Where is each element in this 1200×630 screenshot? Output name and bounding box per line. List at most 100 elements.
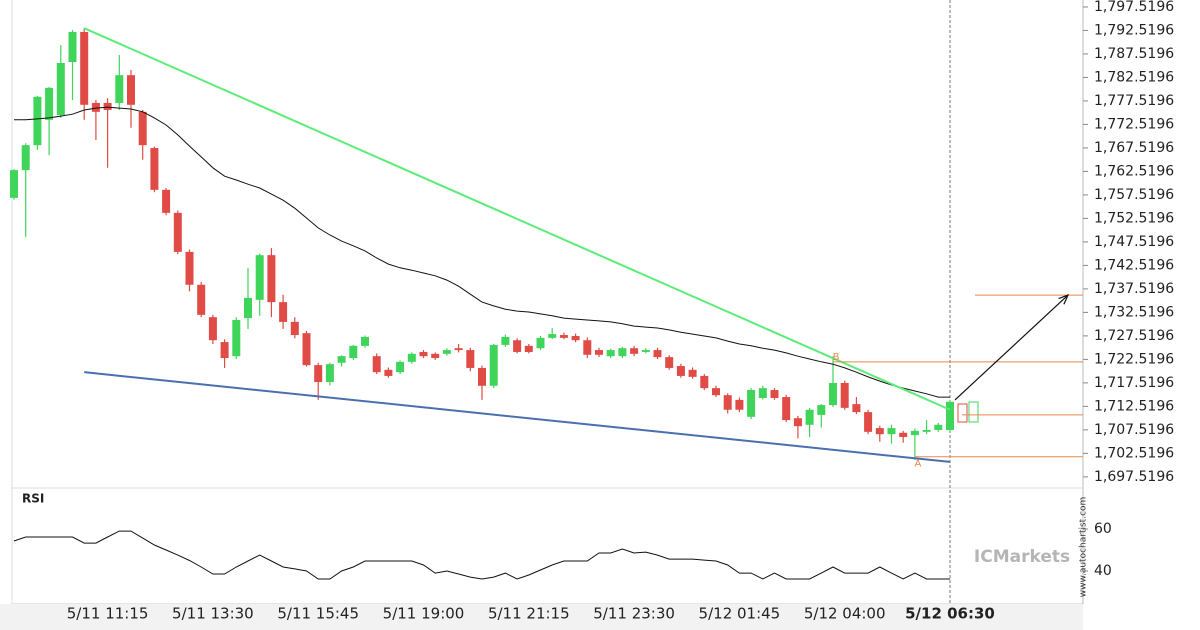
trendline (84, 371, 951, 463)
x-tick-label: 5/11 11:15 (67, 605, 149, 623)
candle-body (407, 353, 416, 362)
candle-body (688, 369, 697, 377)
candle-body (138, 111, 147, 146)
candle-body (21, 145, 30, 171)
rsi-title: RSI (22, 492, 44, 506)
y-tick-label: 1,702.5196 (1094, 445, 1174, 461)
pattern-point-label: B (833, 352, 840, 363)
rsi-line (13, 530, 950, 580)
x-tick-label: 5/12 06:30 (905, 605, 995, 623)
y-tick-label: 1,742.5196 (1094, 257, 1174, 273)
forecast-arrow (954, 294, 1069, 401)
y-tick-label: 1,697.5196 (1094, 469, 1174, 485)
candle-body (934, 424, 943, 430)
y-tick-label: 1,707.5196 (1094, 422, 1174, 438)
candle-body (653, 350, 662, 358)
candle-body (220, 342, 229, 359)
y-tick-label: 1,772.5196 (1094, 116, 1174, 132)
y-tick-label: 1,717.5196 (1094, 375, 1174, 391)
candle-body (735, 399, 744, 410)
candle-body (501, 336, 510, 345)
candle-body (887, 428, 896, 435)
candle-body (431, 353, 440, 359)
y-tick-label: 1,777.5196 (1094, 93, 1174, 109)
candle-body (840, 382, 849, 408)
candle-body (232, 320, 241, 357)
candle-body (208, 317, 217, 341)
y-tick-label: 1,732.5196 (1094, 304, 1174, 320)
candle-body (150, 148, 159, 190)
candle-body (68, 31, 77, 63)
x-tick-label: 5/11 13:30 (172, 605, 254, 623)
candle-body (314, 365, 323, 383)
candle-body (606, 350, 615, 357)
y-tick-label: 1,797.5196 (1094, 0, 1174, 15)
candle-body (676, 366, 685, 376)
candle-body (712, 388, 720, 396)
y-tick-label: 1,792.5196 (1094, 22, 1174, 38)
candle-body (910, 430, 919, 436)
forecast-arrow-head (1058, 294, 1070, 305)
candle-body (337, 356, 346, 363)
candle-body (583, 340, 592, 355)
candle-body (197, 284, 206, 315)
candle-body (255, 255, 264, 300)
candle-body (162, 189, 171, 213)
candle-body (770, 390, 779, 399)
candle-body (173, 212, 182, 252)
candle-body (244, 297, 252, 319)
candle-body (817, 405, 826, 415)
candle-body (899, 432, 908, 438)
y-tick-label: 1,737.5196 (1094, 281, 1174, 297)
candle-body (478, 367, 486, 386)
candle-body (875, 428, 884, 435)
candle-body (45, 87, 54, 120)
moving-average (14, 106, 950, 398)
candle-body (302, 333, 311, 366)
candle-body (630, 348, 639, 354)
candle-body (361, 336, 369, 346)
x-tick-label: 5/11 23:30 (593, 605, 675, 623)
candle-body (454, 348, 463, 351)
y-tick-label: 1,757.5196 (1094, 187, 1174, 203)
y-tick-label: 1,752.5196 (1094, 210, 1174, 226)
candle-body (700, 375, 709, 389)
brand-logo: ICMarkets (974, 547, 1070, 567)
candle-body (10, 170, 18, 198)
x-tick-label: 5/11 21:15 (488, 605, 570, 623)
candle-body (290, 321, 299, 336)
y-tick-label: 1,722.5196 (1094, 351, 1174, 367)
candle-body (127, 75, 135, 105)
candle-body (641, 350, 650, 352)
candle-body (571, 335, 580, 341)
candle-body (618, 348, 627, 357)
candle-body (805, 409, 814, 425)
trendline (83, 27, 951, 411)
candle-body (419, 351, 428, 357)
candle-body (829, 382, 837, 406)
candle-body (559, 335, 568, 338)
candle-body (747, 390, 756, 417)
y-tick-label: 1,762.5196 (1094, 163, 1174, 179)
candle-body (758, 388, 767, 399)
y-tick-label: 1,787.5196 (1094, 46, 1174, 62)
candle-body (80, 31, 89, 105)
candle-body (595, 350, 603, 355)
candle-body (185, 251, 194, 285)
candle-body (349, 345, 358, 359)
candle-body (946, 401, 954, 430)
x-tick-label: 5/11 19:00 (383, 605, 465, 623)
candle-body (279, 302, 288, 322)
projection-box (957, 403, 968, 423)
candle-body (396, 361, 405, 373)
y-tick-label: 1,782.5196 (1094, 69, 1174, 85)
candle-body (793, 418, 802, 427)
candle-body (524, 345, 533, 352)
candle-body (665, 357, 674, 368)
candle-body (325, 364, 334, 383)
rsi-tick-label: 40 (1094, 563, 1112, 579)
candle-body (56, 62, 65, 116)
